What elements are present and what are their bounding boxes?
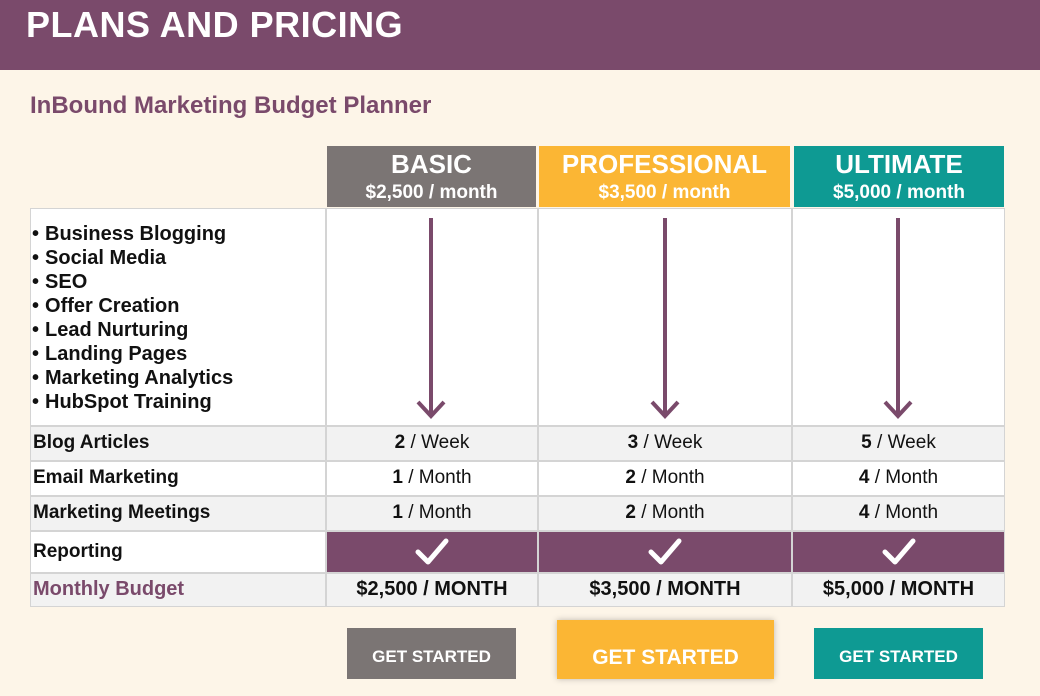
budget-value-ultimate: $5,000 / MONTH <box>822 578 975 600</box>
blog-row-cell <box>326 426 538 461</box>
meetings-row-cell <box>30 496 326 531</box>
tier-header-basic: BASIC $2,500 / month <box>327 146 536 207</box>
reporting-row-cell <box>792 531 1005 573</box>
value-unit: / Month <box>874 467 939 488</box>
row-label-reporting: Reporting <box>33 541 123 562</box>
value-unit: / Week <box>643 432 703 453</box>
feature-item: Lead Nurturing <box>32 318 233 342</box>
checkmark-icon <box>648 538 682 565</box>
blog-value-ultimate: 5 / Week <box>792 432 1005 454</box>
feature-item: Landing Pages <box>32 342 233 366</box>
email-row-cell <box>30 461 326 496</box>
value-unit: / Week <box>410 432 470 453</box>
blog-row-cell <box>792 426 1005 461</box>
tier-header-professional: PROFESSIONAL $3,500 / month <box>539 146 790 207</box>
page-header: PLANS AND PRICING <box>0 0 1040 70</box>
email-row-cell <box>326 461 538 496</box>
value-number: 2 <box>625 467 636 488</box>
value-number: 1 <box>392 502 403 523</box>
feature-item: HubSpot Training <box>32 390 233 414</box>
tier-header-ultimate: ULTIMATE $5,000 / month <box>794 146 1004 207</box>
down-arrow-icon <box>650 218 680 419</box>
tier-name: PROFESSIONAL <box>561 149 768 179</box>
feature-item: Business Blogging <box>32 222 233 246</box>
reporting-row-cell <box>326 531 538 573</box>
feature-item: Marketing Analytics <box>32 366 233 390</box>
email-value-professional: 2 / Month <box>538 467 792 489</box>
row-label-monthly-budget: Monthly Budget <box>33 578 185 600</box>
row-label-blog-articles: Blog Articles <box>33 432 150 453</box>
value-unit: / Month <box>408 467 472 488</box>
meetings-row-cell <box>326 496 538 531</box>
row-label-marketing-meetings: Marketing Meetings <box>33 502 211 523</box>
meetings-row-cell <box>792 496 1005 531</box>
get-started-basic-button[interactable]: GET STARTED <box>347 628 516 679</box>
tier-price: $5,000 / month <box>833 182 965 203</box>
value-unit: / Week <box>877 432 936 453</box>
page-title: PLANS AND PRICING <box>26 4 404 45</box>
email-value-ultimate: 4 / Month <box>792 467 1005 489</box>
budget-row-cell <box>326 573 538 607</box>
checkmark-icon <box>415 538 449 565</box>
planner-subtitle: InBound Marketing Budget Planner <box>30 92 432 119</box>
budget-value-professional: $3,500 / MONTH <box>589 578 741 600</box>
value-number: 4 <box>858 467 870 488</box>
meetings-row-cell <box>538 496 792 531</box>
row-label-email-marketing: Email Marketing <box>33 467 179 488</box>
value-number: 2 <box>625 502 636 523</box>
value-number: 3 <box>627 432 639 453</box>
meetings-value-ultimate: 4 / Month <box>792 502 1005 524</box>
reporting-row-cell <box>538 531 792 573</box>
feature-item: SEO <box>32 270 233 294</box>
blog-row-cell <box>538 426 792 461</box>
value-unit: / Month <box>641 502 705 523</box>
email-row-cell <box>538 461 792 496</box>
blog-value-basic: 2 / Week <box>326 432 538 454</box>
down-arrow-icon <box>883 218 913 419</box>
value-number: 5 <box>861 432 872 453</box>
features-list: Business Blogging Social Media SEO Offer… <box>32 222 233 414</box>
tier-name: BASIC <box>391 149 472 179</box>
meetings-value-basic: 1 / Month <box>326 502 538 524</box>
down-arrow-icon <box>416 218 446 419</box>
email-value-basic: 1 / Month <box>326 467 538 489</box>
email-row-cell <box>792 461 1005 496</box>
budget-row-cell <box>538 573 792 607</box>
tier-name: ULTIMATE <box>835 149 963 179</box>
value-unit: / Month <box>874 502 939 523</box>
value-number: 2 <box>394 432 406 453</box>
reporting-row-cell <box>30 531 326 573</box>
meetings-value-professional: 2 / Month <box>538 502 792 524</box>
tier-price: $3,500 / month <box>598 182 731 203</box>
tier-price: $2,500 / month <box>365 182 498 203</box>
checkmark-icon <box>882 538 916 565</box>
value-unit: / Month <box>641 467 705 488</box>
get-started-ultimate-button[interactable]: GET STARTED <box>814 628 983 679</box>
value-unit: / Month <box>408 502 472 523</box>
budget-value-basic: $2,500 / MONTH <box>356 578 508 600</box>
blog-value-professional: 3 / Week <box>538 432 792 454</box>
feature-item: Social Media <box>32 246 233 270</box>
value-number: 4 <box>858 502 870 523</box>
budget-row-cell <box>792 573 1005 607</box>
feature-item: Offer Creation <box>32 294 233 318</box>
value-number: 1 <box>392 467 403 488</box>
budget-row-cell <box>30 573 326 607</box>
blog-row-cell <box>30 426 326 461</box>
get-started-professional-button[interactable]: GET STARTED <box>557 620 774 679</box>
